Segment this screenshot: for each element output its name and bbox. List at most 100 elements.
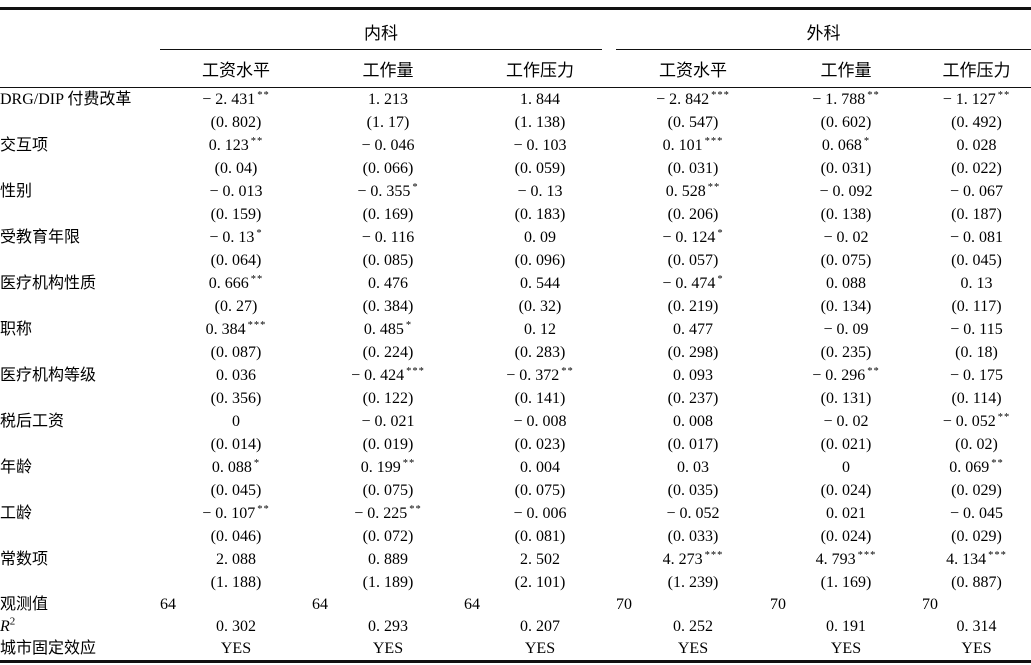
significance-stars: * bbox=[717, 273, 724, 285]
significance-stars: * bbox=[253, 457, 261, 469]
coefficient-cell: − 0. 13 bbox=[464, 180, 616, 203]
statistic-cell: YES bbox=[220, 640, 252, 657]
coefficient-cell: 0. 036 bbox=[160, 364, 312, 387]
coefficient-value: 0. 666 bbox=[208, 275, 249, 292]
coefficient-cell: − 1. 127 ** bbox=[922, 88, 1031, 112]
coefficient-value: − 0. 021 bbox=[361, 413, 415, 430]
significance-stars: ** bbox=[561, 365, 574, 377]
standard-error-cell: (0. 031) bbox=[667, 160, 719, 177]
coefficient-cell: 2. 502 bbox=[464, 548, 616, 571]
standard-error-cell: (0. 075) bbox=[362, 482, 414, 499]
significance-stars: ** bbox=[997, 411, 1011, 423]
column-header-workload-2: 工作量 bbox=[770, 50, 922, 88]
coefficient-cell: 0. 12 bbox=[464, 318, 616, 341]
coefficient-value: − 0. 067 bbox=[949, 183, 1004, 200]
coefficient-value: 0. 021 bbox=[826, 505, 866, 522]
coefficient-value: − 0. 052 bbox=[666, 505, 720, 522]
coefficient-cell: − 0. 006 bbox=[464, 502, 616, 525]
standard-error-cell: (0. 022) bbox=[951, 160, 1002, 177]
table-row: 受教育年限 − 0. 13 * − 0. 116 0. 09− 0. 124 * − 0. … bbox=[0, 226, 1031, 249]
statistic-cell: 0. 252 bbox=[673, 618, 713, 635]
standard-error-cell: (0. 021) bbox=[820, 436, 872, 453]
standard-error-cell: (0. 235) bbox=[820, 344, 872, 361]
significance-stars: *** bbox=[247, 319, 267, 331]
significance-stars: ** bbox=[707, 181, 721, 193]
table-row: 医疗机构等级 0. 036− 0. 424 *** − 0. 372 ** 0. 093−… bbox=[0, 364, 1031, 387]
standard-error-cell: (2. 101) bbox=[514, 574, 566, 591]
coefficient-value: − 0. 02 bbox=[823, 413, 869, 430]
coefficient-value: 0. 004 bbox=[520, 459, 560, 476]
coefficient-cell: − 0. 052 ** bbox=[922, 410, 1031, 433]
coefficient-cell: − 0. 115 bbox=[922, 318, 1031, 341]
table-row-standard-errors: (0. 159) (0. 169) (0. 183) (0. 206) (0. 138)… bbox=[0, 203, 1031, 226]
row-label: 税后工资 bbox=[0, 413, 65, 430]
row-label: 受教育年限 bbox=[0, 229, 81, 246]
statistic-cell: 0. 207 bbox=[520, 618, 560, 635]
coefficient-value: 0. 093 bbox=[673, 367, 713, 384]
coefficient-cell: − 0. 02 bbox=[770, 410, 922, 433]
statistic-cell: 70 bbox=[770, 596, 786, 613]
standard-error-cell: (0. 096) bbox=[514, 252, 566, 269]
standard-error-cell: (0. 029) bbox=[951, 482, 1002, 499]
standard-error-cell: (0. 033) bbox=[667, 528, 719, 545]
coefficient-value: − 0. 107 bbox=[202, 505, 256, 522]
significance-stars: *** bbox=[406, 365, 425, 377]
standard-error-cell: (0. 122) bbox=[362, 390, 414, 407]
coefficient-cell: − 0. 092 bbox=[770, 180, 922, 203]
coefficient-value: − 2. 431 bbox=[202, 91, 256, 108]
coefficient-cell: − 0. 013 bbox=[160, 180, 312, 203]
coefficient-value: 0. 485 bbox=[363, 321, 404, 338]
row-label: 性别 bbox=[0, 183, 33, 200]
coefficient-value: − 0. 008 bbox=[513, 413, 567, 430]
row-label: 观测值 bbox=[0, 596, 49, 613]
coefficient-value: 0. 477 bbox=[673, 321, 713, 338]
coefficient-cell: 0. 028 bbox=[922, 134, 1031, 157]
standard-error-cell: (0. 131) bbox=[820, 390, 872, 407]
table-row-statistic: R2 0. 302 0. 293 0. 207 0. 252 0. 191 0. 314 bbox=[0, 616, 1031, 638]
coefficient-value: 0. 199 bbox=[360, 459, 401, 476]
standard-error-cell: (0. 02) bbox=[955, 436, 998, 453]
table-body: DRG/DIP 付费改革 − 2. 431 ** 1. 213 1. 844− 2. 8… bbox=[0, 88, 1031, 662]
coefficient-value: − 1. 788 bbox=[812, 91, 866, 108]
standard-error-cell: (0. 075) bbox=[820, 252, 872, 269]
coefficient-value: 0 bbox=[842, 459, 850, 476]
standard-error-cell: (0. 087) bbox=[210, 344, 262, 361]
standard-error-cell: (0. 045) bbox=[210, 482, 262, 499]
coefficient-value: 0. 101 bbox=[662, 137, 703, 154]
standard-error-cell: (0. 017) bbox=[667, 436, 719, 453]
table-row-statistic: 城市固定效应 YES YES YES YES YES YES bbox=[0, 638, 1031, 662]
stat-label-base: R bbox=[0, 618, 10, 635]
coefficient-value: − 0. 13 bbox=[517, 183, 563, 200]
significance-stars: ** bbox=[867, 89, 880, 101]
coefficient-cell: − 0. 021 bbox=[312, 410, 464, 433]
table-row-standard-errors: (0. 802) (1. 17) (1. 138) (0. 547) (0. 602) (… bbox=[0, 111, 1031, 134]
coefficient-cell: 1. 844 bbox=[464, 88, 616, 112]
significance-stars: ** bbox=[257, 503, 270, 515]
coefficient-value: 4. 134 bbox=[946, 551, 987, 568]
standard-error-cell: (0. 219) bbox=[667, 298, 719, 315]
coefficient-cell: 0. 384 *** bbox=[160, 318, 312, 341]
coefficient-cell: − 0. 081 bbox=[922, 226, 1031, 249]
standard-error-cell: (0. 031) bbox=[820, 160, 872, 177]
standard-error-cell: (1. 188) bbox=[210, 574, 262, 591]
regression-table: 内科 外科 工资水平 工作量 工作压力 工资水平 工作量 工作压力 DRG/DI… bbox=[0, 7, 1031, 663]
standard-error-cell: (0. 072) bbox=[362, 528, 414, 545]
table-row: 税后工资 0 − 0. 021 − 0. 008 0. 008 − 0. 02 − 0. 0… bbox=[0, 410, 1031, 433]
standard-error-cell: (0. 547) bbox=[667, 114, 719, 131]
coefficient-cell: 0. 666 ** bbox=[160, 272, 312, 295]
table-row-standard-errors: (0. 27) (0. 384) (0. 32) (0. 219) (0. 134) (0… bbox=[0, 295, 1031, 318]
standard-error-cell: (1. 169) bbox=[820, 574, 872, 591]
significance-stars: *** bbox=[711, 89, 730, 101]
coefficient-value: − 1. 127 bbox=[942, 91, 996, 108]
statistic-cell: 70 bbox=[922, 596, 938, 613]
significance-stars: *** bbox=[988, 549, 1007, 561]
standard-error-cell: (0. 224) bbox=[362, 344, 414, 361]
table-row-standard-errors: (0. 087) (0. 224) (0. 283) (0. 298) (0. 235)… bbox=[0, 341, 1031, 364]
standard-error-cell: (0. 046) bbox=[210, 528, 262, 545]
coefficient-cell: 0. 004 bbox=[464, 456, 616, 479]
column-header-pressure-1: 工作压力 bbox=[464, 50, 616, 88]
coefficient-cell: 0. 889 bbox=[312, 548, 464, 571]
coefficient-cell: − 0. 008 bbox=[464, 410, 616, 433]
table-row-standard-errors: (0. 014) (0. 019) (0. 023) (0. 017) (0. 021)… bbox=[0, 433, 1031, 456]
statistic-cell: 64 bbox=[312, 596, 328, 613]
